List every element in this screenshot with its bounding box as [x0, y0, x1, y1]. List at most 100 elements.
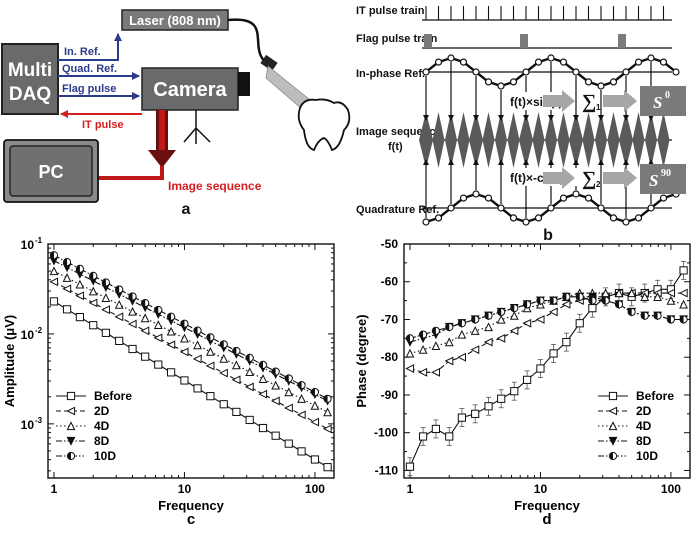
legend-label: 2D	[94, 404, 110, 418]
panel-b-lockin: IT pulse train Flag pulse train In-phase…	[356, 5, 686, 244]
quadrature-point	[459, 194, 468, 202]
data-point	[418, 367, 428, 377]
data-point	[418, 432, 428, 441]
data-point	[310, 455, 320, 464]
data-point	[180, 333, 189, 343]
legend-marker-fill	[67, 452, 71, 460]
quadrature-point	[659, 194, 668, 202]
y-tick-exponent: -2	[35, 326, 43, 335]
panel-a-schematic: Multi DAQ Laser (808 nm) Camera	[1, 9, 351, 218]
data-point-fill	[562, 293, 567, 301]
data-point-fill	[667, 315, 671, 324]
data-point	[206, 392, 215, 401]
data-point	[115, 336, 124, 345]
data-point	[310, 417, 320, 427]
in-phase-point	[509, 78, 518, 86]
series-before	[49, 297, 332, 472]
image-frame	[432, 112, 445, 168]
quadrature-point	[534, 214, 543, 222]
y-tick-label: -110	[375, 463, 399, 477]
panel-b-letter: b	[543, 227, 553, 244]
image-frame	[632, 112, 645, 168]
data-point	[271, 380, 281, 390]
in-phase-point	[572, 68, 580, 76]
legend-label: 8D	[94, 434, 110, 448]
data-point-fill	[484, 312, 489, 320]
data-point-fill	[458, 319, 462, 327]
legend-marker	[66, 406, 76, 416]
legend-label: Before	[94, 389, 132, 403]
data-point	[153, 320, 163, 329]
legend-marker	[66, 391, 76, 401]
quadrature-point	[609, 214, 618, 222]
y-tick-label: 10	[21, 418, 35, 432]
data-point	[258, 389, 268, 399]
in-phase-point	[497, 82, 505, 90]
image-frame	[519, 112, 533, 168]
data-point-fill	[497, 308, 502, 316]
image-sequence-shapes	[419, 112, 670, 168]
data-point-fill	[576, 293, 580, 301]
series-line	[53, 254, 328, 400]
data-point	[297, 447, 306, 456]
data-point	[457, 329, 467, 339]
x-axis-label: Frequency	[514, 498, 581, 513]
quadrature-point	[597, 204, 605, 212]
data-point	[128, 306, 137, 316]
data-point	[484, 402, 493, 411]
data-point	[88, 286, 98, 296]
data-point	[535, 315, 545, 324]
in-phase-point	[659, 58, 668, 66]
series-line	[409, 270, 685, 467]
signal-flag-label: Flag pulse	[62, 83, 116, 95]
data-point-fill	[653, 312, 658, 320]
signal-it-label: IT pulse	[82, 119, 124, 131]
data-point	[431, 367, 440, 377]
data-point-fill	[536, 297, 541, 305]
data-point	[522, 318, 532, 328]
quadrature-point	[559, 194, 568, 202]
data-point-fill	[549, 297, 554, 305]
data-point	[627, 288, 637, 298]
data-point-fill	[523, 300, 528, 308]
data-point	[193, 340, 202, 350]
tooth-icon	[297, 98, 351, 152]
data-point	[614, 288, 624, 298]
output-s90-box	[640, 164, 686, 194]
data-point-fill	[285, 374, 289, 383]
data-point	[322, 424, 332, 434]
quadrature-point	[497, 204, 505, 212]
data-point-fill	[76, 265, 80, 273]
data-point	[444, 356, 454, 366]
data-point	[297, 394, 306, 403]
data-point	[575, 319, 584, 328]
image-frame	[582, 112, 595, 168]
y-tick-label: -70	[381, 312, 399, 326]
data-point	[471, 409, 480, 418]
data-point	[271, 431, 280, 440]
image-frame	[532, 112, 545, 168]
in-phase-point	[647, 54, 655, 62]
in-phase-point	[459, 58, 468, 66]
y-tick-label: -90	[381, 388, 399, 402]
legend-label: Before	[636, 389, 674, 403]
legend-marker	[608, 421, 618, 431]
data-point	[88, 298, 98, 308]
image-frame	[445, 112, 457, 168]
series-10d	[405, 292, 688, 343]
y-axis-label: Amplitude (μV)	[2, 315, 17, 407]
sigma-1-sub: 1	[596, 103, 601, 112]
legend-label: 2D	[636, 404, 652, 418]
legend-marker	[608, 391, 618, 401]
output-s0-sup: 0	[665, 90, 670, 101]
in-phase-point	[547, 54, 555, 62]
data-point	[205, 346, 215, 356]
signal-in-ref-label: In. Ref.	[64, 46, 101, 58]
x-tick-label: 10	[178, 482, 192, 496]
data-point-fill	[615, 300, 620, 308]
data-point	[323, 463, 332, 472]
output-s90-base: S	[649, 171, 658, 190]
data-point	[258, 423, 268, 433]
panel-letter: c	[187, 511, 195, 528]
data-point-fill	[602, 297, 606, 305]
